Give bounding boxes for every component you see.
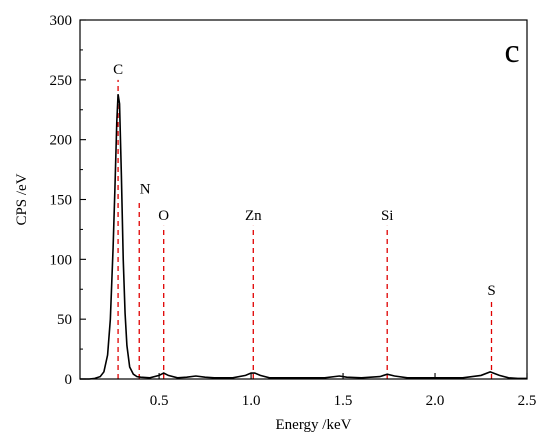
peak-label-zn: Zn — [245, 208, 262, 224]
spectrum-line — [80, 94, 527, 380]
y-axis: 0 50 100 150 200 250 300 — [50, 13, 86, 388]
peak-label-o: O — [158, 208, 169, 224]
y-tick-label: 300 — [50, 13, 73, 29]
y-axis-title: CPS /eV — [14, 173, 30, 225]
panel-label: c — [504, 33, 519, 70]
plot-frame — [79, 19, 528, 380]
x-axis-title: Energy /keV — [276, 417, 352, 433]
peak-label-s: S — [487, 283, 495, 299]
peak-label-si: Si — [381, 208, 394, 224]
y-tick-label: 150 — [50, 193, 73, 209]
peak-label-n: N — [140, 182, 151, 198]
x-tick-label: 2.5 — [518, 393, 537, 409]
y-tick-label: 0 — [65, 372, 73, 388]
peak-label-c: C — [113, 62, 123, 78]
x-tick-label: 1.0 — [242, 393, 261, 409]
y-tick-label: 100 — [50, 252, 73, 268]
x-tick-label: 1.5 — [334, 393, 353, 409]
peak-markers — [117, 79, 493, 379]
x-tick-label: 0.5 — [150, 393, 169, 409]
y-tick-label: 250 — [50, 73, 73, 89]
y-tick-label: 50 — [57, 312, 72, 328]
y-tick-label: 200 — [50, 133, 73, 149]
x-axis: 0.5 1.0 1.5 2.0 2.5 — [150, 373, 537, 409]
x-tick-label: 2.0 — [426, 393, 445, 409]
peak-labels: C NO Zn Si S — [113, 62, 496, 299]
